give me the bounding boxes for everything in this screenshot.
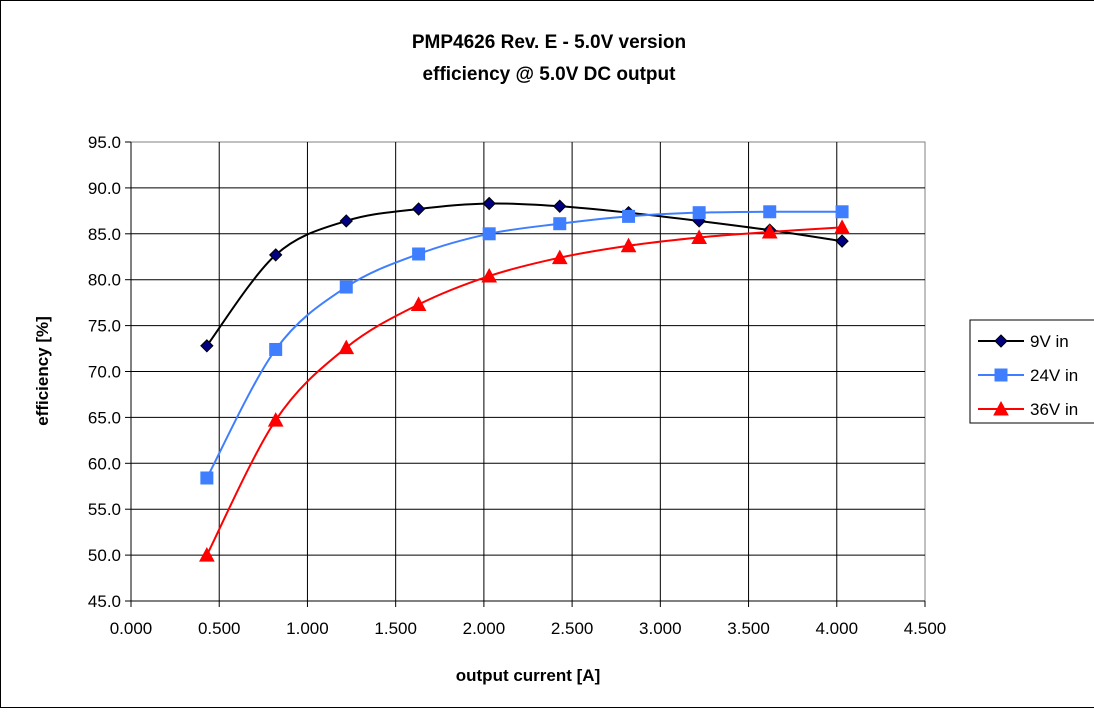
y-tick-label: 70.0 (88, 363, 121, 382)
y-axis-title: efficiency [%] (33, 316, 52, 426)
data-point-24v-in (764, 206, 776, 218)
data-point-24v-in (201, 472, 213, 484)
x-tick-label: 3.000 (639, 619, 682, 638)
y-tick-label: 50.0 (88, 546, 121, 565)
data-point-24v-in (623, 210, 635, 222)
y-tick-label: 80.0 (88, 271, 121, 290)
y-tick-label: 65.0 (88, 408, 121, 427)
x-tick-label: 3.500 (727, 619, 770, 638)
data-point-24v-in (483, 228, 495, 240)
legend-label-9v-in: 9V in (1030, 332, 1069, 351)
x-tick-label: 0.500 (198, 619, 241, 638)
y-tick-label: 55.0 (88, 500, 121, 519)
x-axis-title: output current [A] (456, 666, 600, 685)
y-tick-label: 75.0 (88, 317, 121, 336)
x-tick-label: 2.500 (551, 619, 594, 638)
x-tick-label: 4.000 (816, 619, 859, 638)
chart-title-line-2: efficiency @ 5.0V DC output (423, 64, 677, 85)
y-tick-label: 90.0 (88, 179, 121, 198)
legend-marker-24v-in (995, 369, 1007, 381)
x-tick-label: 2.000 (463, 619, 506, 638)
data-point-24v-in (340, 281, 352, 293)
y-tick-label: 95.0 (88, 133, 121, 152)
x-tick-label: 4.500 (904, 619, 947, 638)
data-point-24v-in (270, 343, 282, 355)
chart-title-line-1: PMP4626 Rev. E - 5.0V version (412, 32, 686, 53)
y-tick-label: 60.0 (88, 454, 121, 473)
y-tick-label: 45.0 (88, 592, 121, 611)
data-point-24v-in (693, 207, 705, 219)
data-point-24v-in (554, 218, 566, 230)
x-tick-label: 0.000 (110, 619, 153, 638)
data-point-24v-in (836, 206, 848, 218)
legend-label-24v-in: 24V in (1030, 366, 1078, 385)
x-tick-label: 1.000 (286, 619, 329, 638)
legend: 9V in 24V in 36V in (970, 320, 1094, 423)
y-tick-label: 85.0 (88, 225, 121, 244)
data-point-24v-in (413, 248, 425, 260)
legend-label-36v-in: 36V in (1030, 400, 1078, 419)
x-tick-label: 1.500 (374, 619, 417, 638)
